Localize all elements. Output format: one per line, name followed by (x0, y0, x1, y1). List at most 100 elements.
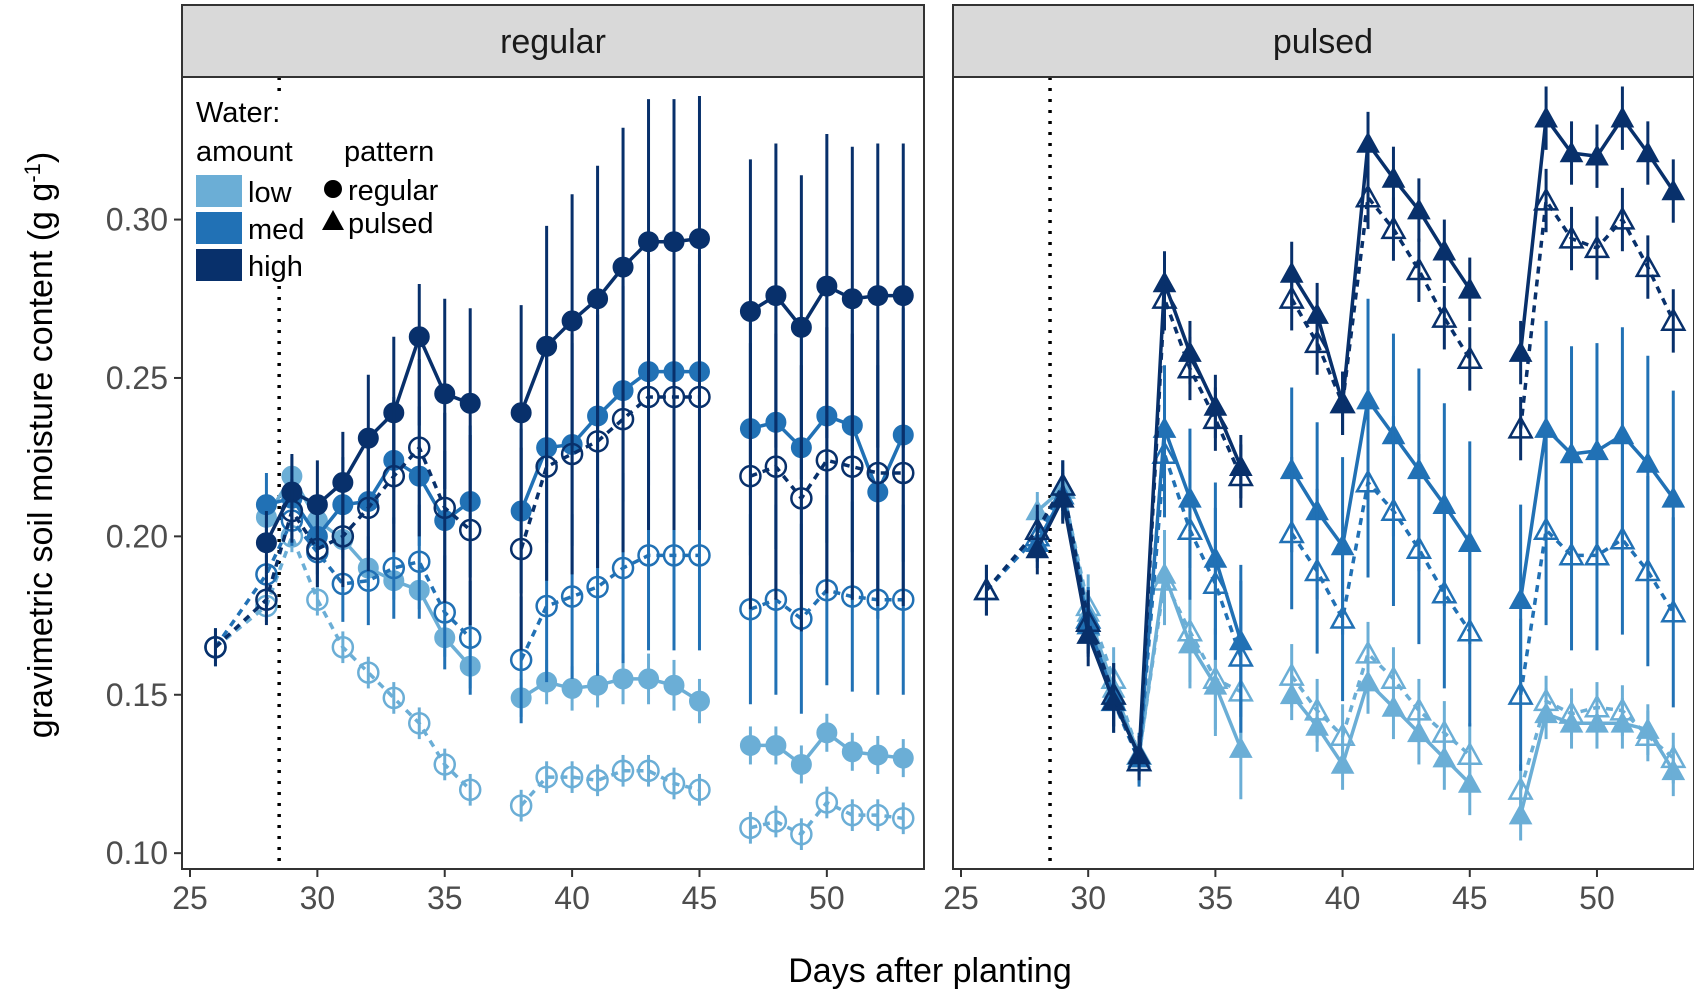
data-point (1507, 681, 1534, 705)
data-point (586, 430, 609, 453)
series-line (519, 395, 700, 550)
data-point (560, 585, 584, 608)
data-point (1075, 608, 1102, 632)
data-point (357, 496, 380, 520)
data-point (509, 537, 533, 561)
data-point (1432, 239, 1457, 261)
data-point (638, 668, 660, 690)
data-point (1585, 438, 1609, 461)
panel-border-pulsed (952, 76, 1694, 870)
data-point (816, 722, 838, 744)
data-point (1354, 183, 1382, 208)
data-point (1329, 722, 1356, 746)
series-high-open (204, 263, 915, 667)
data-point (1380, 497, 1407, 522)
data-point (867, 744, 889, 766)
data-point (561, 310, 583, 332)
data-point (509, 794, 533, 817)
data-point (458, 778, 482, 802)
data-point (1176, 617, 1204, 642)
legend-swatch-high (196, 249, 242, 281)
data-point (739, 734, 761, 756)
data-point (1202, 570, 1229, 594)
data-point (1583, 693, 1611, 718)
x-tick-label: 45 (682, 880, 718, 916)
data-point (331, 525, 355, 548)
data-point (1661, 178, 1686, 201)
data-point (867, 285, 889, 307)
legend-label-pulsed: pulsed (348, 208, 433, 240)
y-axis-title-superscript: -1 (20, 163, 45, 183)
data-point (1660, 598, 1687, 623)
data-point (637, 759, 660, 783)
data-point (1227, 643, 1254, 667)
data-point (611, 407, 635, 431)
data-point (1405, 697, 1433, 721)
data-point (841, 455, 864, 478)
data-point (637, 385, 660, 409)
data-point (1278, 519, 1305, 544)
legend-shape-triangle (322, 210, 344, 230)
data-point (434, 383, 456, 405)
y-tick-label: 0.25 (106, 360, 168, 396)
data-point (688, 228, 710, 250)
data-point (892, 807, 915, 830)
x-axis-pulsed: 25 30 35 40 45 50 (943, 869, 1615, 916)
data-point (1559, 140, 1584, 163)
data-point (1431, 304, 1458, 328)
strip-label-pulsed: pulsed (1273, 23, 1373, 61)
data-point (764, 810, 788, 833)
data-point (1456, 345, 1483, 370)
data-point (458, 626, 482, 649)
x-tick-label: 25 (943, 880, 979, 916)
x-tick-label: 45 (1452, 880, 1488, 916)
data-point (433, 753, 456, 776)
data-point (1609, 697, 1636, 721)
data-point (459, 392, 481, 414)
data-point (739, 816, 762, 840)
data-point (1609, 206, 1636, 230)
data-point (535, 765, 558, 789)
series-low-open (204, 520, 915, 850)
x-tick-label: 40 (1325, 880, 1361, 916)
data-point (815, 791, 839, 814)
data-point (612, 668, 634, 690)
data-point (611, 556, 635, 580)
legend-shape-circle (324, 180, 342, 198)
legend-label-low: low (248, 177, 293, 209)
y-axis: 0.10 0.15 0.20 0.25 0.30 (106, 202, 182, 871)
data-point (408, 326, 430, 348)
data-point (1303, 329, 1331, 354)
data-point (1227, 462, 1254, 487)
data-point (1610, 106, 1635, 128)
x-tick-label: 35 (1198, 880, 1234, 916)
data-point (1508, 587, 1533, 609)
data-point (1278, 285, 1305, 309)
x-tick-label: 30 (1070, 880, 1106, 916)
data-point (561, 677, 583, 699)
data-point (1049, 472, 1076, 496)
legend: Water: amount pattern low med high regularp… (188, 94, 453, 284)
x-tick-label: 50 (809, 880, 845, 916)
x-tick-label: 25 (172, 880, 208, 916)
data-point (1508, 340, 1533, 362)
data-point (662, 544, 686, 567)
data-point (1558, 700, 1585, 724)
data-point (255, 588, 278, 611)
data-point (1456, 617, 1483, 642)
data-point (841, 803, 864, 827)
data-point (1634, 722, 1661, 746)
data-point (535, 594, 558, 618)
data-point (1532, 516, 1560, 541)
data-point (1278, 662, 1305, 686)
data-point (1329, 605, 1356, 629)
x-tick-label: 30 (300, 880, 336, 916)
data-point (331, 635, 355, 659)
data-point (765, 734, 787, 756)
data-point (433, 496, 456, 520)
data-point (1610, 422, 1635, 445)
strip-label-regular: regular (500, 23, 606, 61)
data-point (1507, 415, 1534, 439)
data-point (1661, 486, 1686, 508)
y-tick-label: 0.10 (106, 835, 168, 871)
